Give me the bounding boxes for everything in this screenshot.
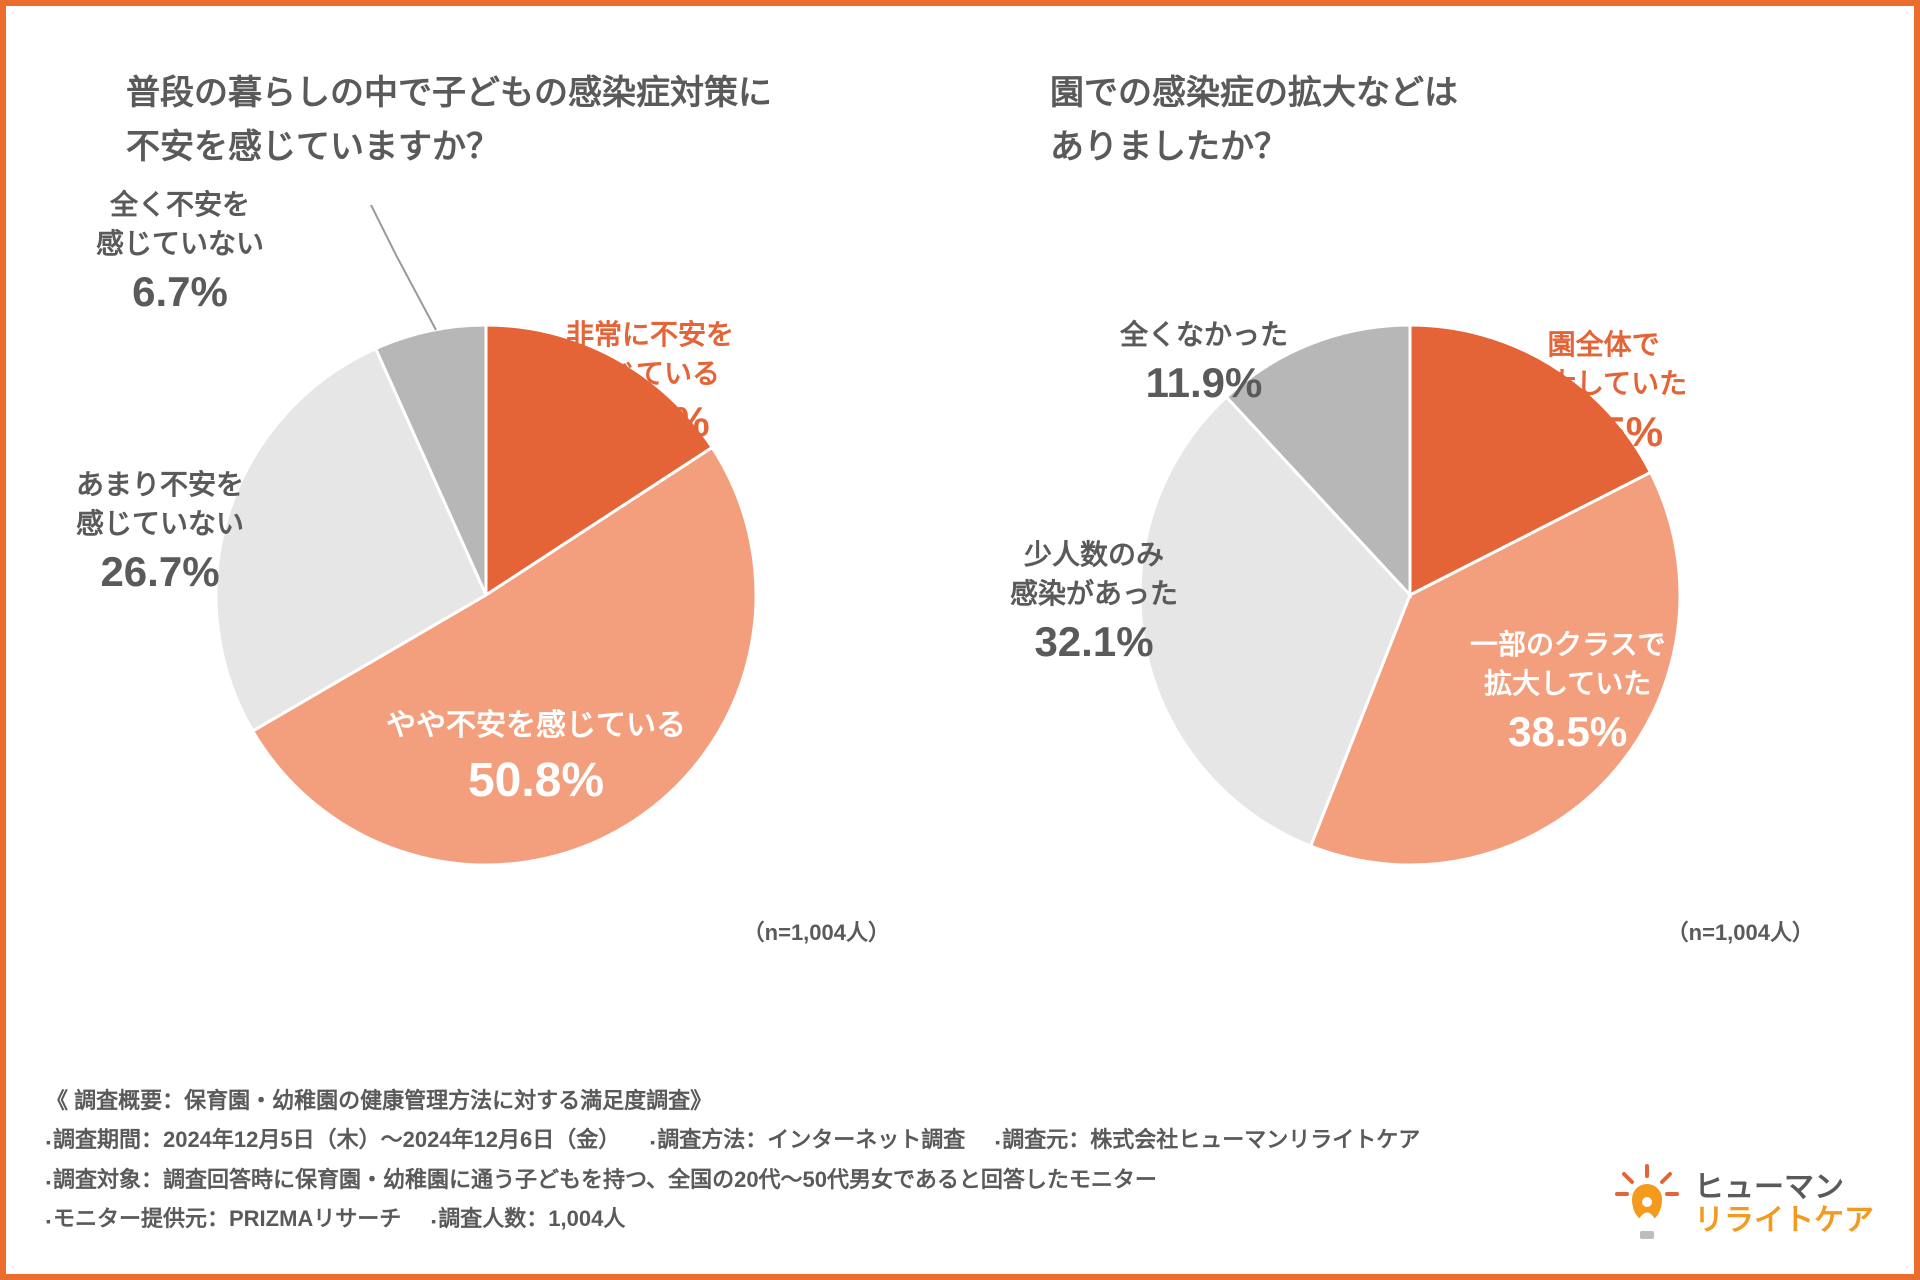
pie-chart-right: 園全体で拡大していた17.5% 一部のクラスで拡大していた38.5% 少人数のみ感染… xyxy=(990,205,1810,905)
slice-label: 少人数のみ感染があった32.1% xyxy=(1010,535,1178,672)
footer-item: 調査期間：2024年12月5日（木）～2024年12月6日（金） xyxy=(46,1120,620,1160)
pie-chart-left: 非常に不安を感じている15.8% やや不安を感じている50.8% あまり不安を感じて… xyxy=(66,205,886,905)
footer-item: 調査方法：インターネット調査 xyxy=(650,1120,965,1160)
slice-label: 園全体で拡大していた17.5% xyxy=(1520,325,1687,462)
brand-name-bottom: リライトケア xyxy=(1694,1204,1874,1237)
chart-left: 普段の暮らしの中で子どもの感染症対策に不安を感じていますか？ 非常に不安を感じて… xyxy=(66,66,930,947)
slice-label: 全くなかった11.9% xyxy=(1120,315,1288,413)
survey-summary: 《 調査概要：保育園・幼稚園の健康管理方法に対する満足度調査》 xyxy=(46,1081,1420,1121)
n-note-right: （n=1,004人） xyxy=(990,915,1854,947)
slice-label: 一部のクラスで拡大していた38.5% xyxy=(1470,625,1665,762)
brand-logo: ヒューマン リライトケア xyxy=(1612,1164,1874,1244)
footer-item: 調査人数：1,004人 xyxy=(431,1199,625,1239)
chart-title-right: 園での感染症の拡大などはありましたか？ xyxy=(990,66,1854,175)
chart-title-left: 普段の暮らしの中で子どもの感染症対策に不安を感じていますか？ xyxy=(66,66,930,175)
footer-item: 調査対象：調査回答時に保育園・幼稚園に通う子どもを持つ、全国の20代～50代男女… xyxy=(46,1160,1157,1200)
slice-label: やや不安を感じている50.8% xyxy=(386,705,686,814)
footer-item: 調査元：株式会社ヒューマンリライトケア xyxy=(995,1120,1420,1160)
footer-row: 調査対象：調査回答時に保育園・幼稚園に通う子どもを持つ、全国の20代～50代男女… xyxy=(46,1160,1420,1200)
slice-label: 全く不安を感じていない6.7% xyxy=(96,185,264,322)
infographic-frame: 普段の暮らしの中で子どもの感染症対策に不安を感じていますか？ 非常に不安を感じて… xyxy=(0,0,1920,1280)
charts-row: 普段の暮らしの中で子どもの感染症対策に不安を感じていますか？ 非常に不安を感じて… xyxy=(6,6,1914,947)
footer-row: 調査期間：2024年12月5日（木）～2024年12月6日（金） 調査方法：インタ… xyxy=(46,1120,1420,1160)
survey-footer: 《 調査概要：保育園・幼稚園の健康管理方法に対する満足度調査》 調査期間：202… xyxy=(46,1081,1420,1239)
footer-row: モニター提供元：PRIZMAリサーチ調査人数：1,004人 xyxy=(46,1199,1420,1239)
chart-right: 園での感染症の拡大などはありましたか？ 園全体で拡大していた17.5% 一部のクラ… xyxy=(990,66,1854,947)
lightbulb-icon xyxy=(1612,1164,1682,1244)
slice-label: 非常に不安を感じている15.8% xyxy=(566,315,734,452)
brand-name-top: ヒューマン xyxy=(1694,1171,1874,1204)
slice-label: あまり不安を感じていない26.7% xyxy=(76,465,244,602)
footer-item: モニター提供元：PRIZMAリサーチ xyxy=(46,1199,401,1239)
n-note-left: （n=1,004人） xyxy=(66,915,930,947)
